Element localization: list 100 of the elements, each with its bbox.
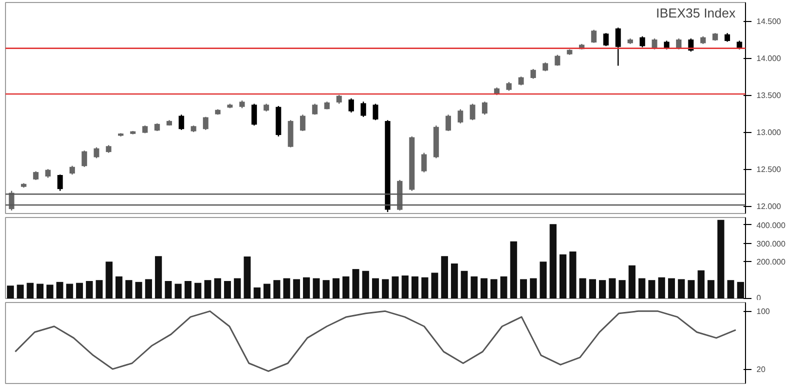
- y-tick-label: 400.000: [756, 220, 786, 230]
- candlestick: [57, 174, 63, 192]
- bar: [273, 280, 280, 298]
- bar: [254, 287, 261, 298]
- bar: [145, 279, 152, 298]
- candlestick: [458, 108, 464, 124]
- candlestick: [82, 150, 88, 168]
- bar: [372, 278, 379, 298]
- bar: [421, 277, 428, 298]
- bar: [708, 280, 714, 298]
- candlestick: [360, 101, 366, 118]
- bar: [283, 278, 290, 298]
- bar: [224, 281, 231, 298]
- bar: [174, 284, 182, 298]
- y-tick-label: 12.500: [756, 165, 782, 174]
- bar: [342, 276, 350, 298]
- bar: [86, 281, 93, 298]
- bar: [648, 280, 656, 298]
- candlestick: [421, 152, 427, 173]
- bar: [194, 282, 202, 298]
- bar: [46, 284, 54, 298]
- y-tick-label: 14.000: [756, 54, 782, 64]
- bar: [26, 282, 34, 298]
- bar: [332, 278, 340, 298]
- bar: [392, 276, 399, 298]
- bar: [510, 241, 518, 298]
- bar: [214, 278, 222, 298]
- bar: [638, 278, 646, 298]
- chart-title: IBEX35 Index: [656, 6, 736, 20]
- candlestick: [603, 32, 609, 47]
- bar: [717, 220, 724, 298]
- candlestick: [470, 103, 476, 121]
- bar: [36, 284, 44, 298]
- bar: [135, 282, 142, 298]
- bar: [608, 278, 616, 298]
- bar: [490, 279, 498, 298]
- bar: [460, 270, 468, 298]
- bar: [96, 280, 103, 298]
- y-tick-label: 300.000: [756, 239, 786, 248]
- bar: [234, 278, 241, 298]
- bar: [244, 256, 251, 298]
- bar: [678, 279, 685, 298]
- bar: [658, 277, 666, 298]
- bar: [441, 256, 448, 298]
- y-tick-label: 14.500: [756, 17, 782, 26]
- bar: [540, 262, 547, 298]
- candlestick: [676, 38, 682, 50]
- bar: [293, 279, 300, 298]
- bar: [302, 277, 310, 298]
- y-tick-label: 12.000: [756, 202, 782, 212]
- bar: [264, 284, 270, 298]
- bar: [431, 272, 438, 298]
- candlestick: [530, 68, 536, 80]
- candlestick: [615, 27, 621, 66]
- y-tick-label: 20: [756, 365, 766, 374]
- bar: [569, 252, 576, 298]
- line-series: [14, 310, 737, 372]
- candlestick: [446, 114, 452, 132]
- bar: [727, 280, 734, 298]
- bar: [520, 279, 527, 298]
- candlestick: [300, 114, 306, 132]
- bar: [412, 276, 418, 298]
- bar: [6, 286, 14, 298]
- y-tick-label: 200.000: [756, 258, 786, 267]
- candlestick: [591, 29, 597, 44]
- bar: [737, 282, 744, 298]
- bar: [312, 278, 320, 298]
- bar: [450, 264, 458, 298]
- candlestick: [202, 116, 208, 131]
- bar: [154, 256, 162, 298]
- bar: [164, 281, 172, 298]
- bar: [698, 270, 705, 298]
- y-tick-label: 13.000: [756, 128, 782, 138]
- bar: [618, 280, 626, 298]
- bar: [184, 281, 192, 298]
- y-tick-label: 13.500: [756, 91, 782, 100]
- bar: [598, 280, 606, 298]
- bar: [125, 280, 132, 298]
- bar: [76, 282, 83, 298]
- candlestick: [251, 103, 257, 126]
- bar: [500, 276, 508, 298]
- bar: [362, 270, 370, 298]
- bar: [550, 224, 557, 298]
- bar: [106, 262, 113, 298]
- bar: [530, 278, 537, 298]
- bar: [628, 265, 636, 298]
- bar: [470, 276, 478, 298]
- bar: [668, 278, 675, 298]
- bar: [560, 254, 566, 298]
- candlestick: [372, 103, 378, 121]
- bar: [402, 275, 409, 298]
- candlestick: [640, 36, 646, 48]
- bar: [688, 280, 695, 298]
- bar: [322, 280, 330, 298]
- bar: [56, 282, 64, 298]
- bar: [16, 284, 24, 298]
- candlestick: [348, 98, 354, 114]
- candlestick: [178, 114, 184, 131]
- bar: [116, 276, 122, 298]
- bar: [66, 284, 74, 298]
